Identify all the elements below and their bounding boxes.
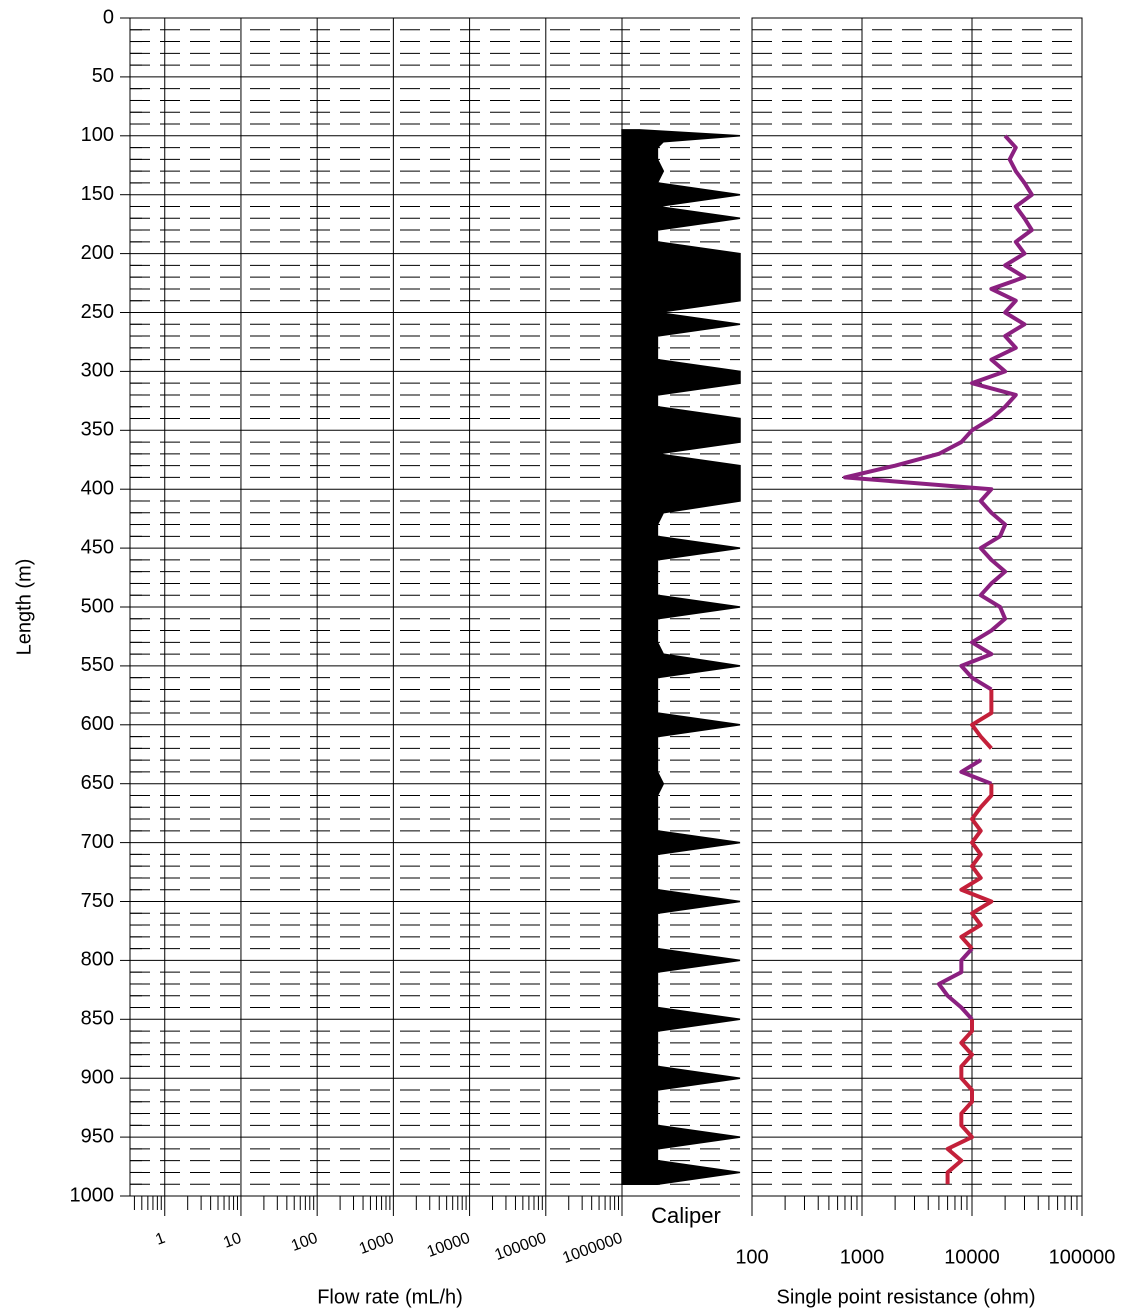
x-tick-label: 100000 <box>1049 1246 1116 1268</box>
resistance-axis-label: Single point resistance (ohm) <box>776 1286 1035 1308</box>
x-tick-label: 10 <box>221 1230 244 1252</box>
y-axis-label: Length (m) <box>13 559 35 656</box>
resistance-trace <box>842 134 1034 1021</box>
resistance-trace <box>945 689 994 1185</box>
x-tick-label: 100000 <box>493 1230 549 1264</box>
caliper-label: Caliper <box>651 1203 721 1228</box>
x-tick-label: 100 <box>735 1246 768 1268</box>
y-tick-label: 400 <box>81 477 114 499</box>
x-tick-label: 1000000 <box>560 1230 624 1267</box>
y-tick-label: 750 <box>81 890 114 912</box>
y-tick-label: 700 <box>81 831 114 853</box>
x-tick-label: 1 <box>153 1230 167 1249</box>
caliper-trace <box>621 129 741 1185</box>
y-tick-label: 300 <box>81 360 114 382</box>
y-tick-label: 100 <box>81 124 114 146</box>
x-tick-label: 1000 <box>840 1246 885 1268</box>
y-tick-label: 150 <box>81 183 114 205</box>
x-tick-label: 100 <box>289 1230 320 1255</box>
x-tick-label: 10000 <box>425 1230 473 1261</box>
y-tick-label: 550 <box>81 654 114 676</box>
y-tick-label: 950 <box>81 1125 114 1147</box>
y-tick-label: 650 <box>81 772 114 794</box>
flow-axis-label: Flow rate (mL/h) <box>317 1286 463 1308</box>
y-tick-label: 200 <box>81 242 114 264</box>
panel-frame <box>751 17 1083 1197</box>
y-tick-label: 800 <box>81 949 114 971</box>
y-tick-label: 1000 <box>70 1184 115 1206</box>
y-tick-label: 0 <box>103 6 114 28</box>
y-tick-label: 250 <box>81 301 114 323</box>
y-tick-label: 450 <box>81 536 114 558</box>
y-tick-label: 850 <box>81 1008 114 1030</box>
y-tick-label: 600 <box>81 713 114 735</box>
y-tick-label: 50 <box>92 65 114 87</box>
y-tick-label: 350 <box>81 419 114 441</box>
x-tick-label: 1000 <box>357 1230 396 1258</box>
x-tick-label: 10000 <box>944 1246 1000 1268</box>
y-tick-label: 500 <box>81 595 114 617</box>
y-tick-label: 900 <box>81 1066 114 1088</box>
